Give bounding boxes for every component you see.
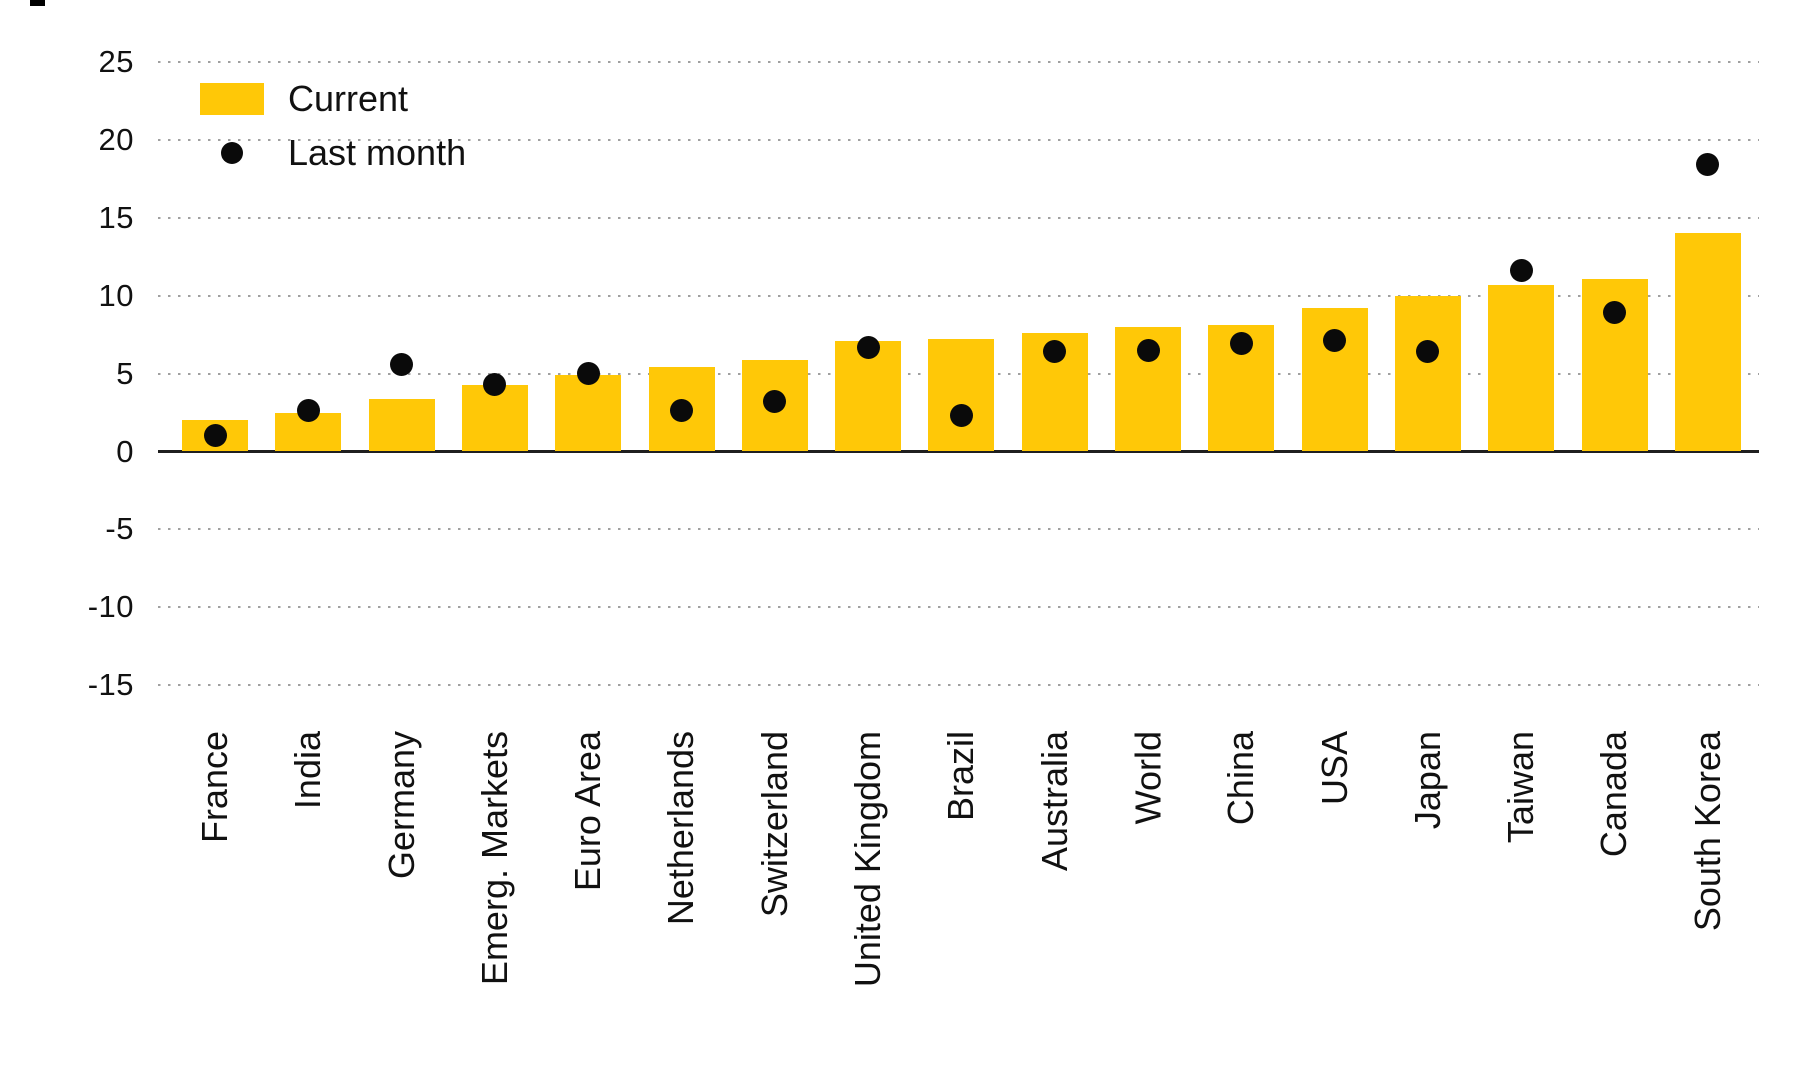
dot-last-month	[1696, 153, 1720, 177]
gridline-15	[158, 216, 1759, 219]
current-bar-swatch-icon	[200, 83, 264, 115]
x-axis-line	[158, 450, 1759, 453]
x-axis-label: Netherlands	[660, 731, 702, 926]
x-axis-label: France	[194, 731, 235, 844]
bar-current	[1394, 295, 1461, 452]
bar-current	[368, 398, 435, 452]
last-month-dot-icon	[221, 142, 243, 164]
dot-last-month	[483, 373, 507, 396]
x-axis-label: Taiwan	[1500, 731, 1542, 844]
x-axis-label: USA	[1313, 731, 1355, 806]
x-axis-label: Brazil	[940, 731, 982, 822]
gridline-10	[158, 294, 1759, 297]
x-axis-label: Switzerland	[753, 731, 795, 918]
x-axis-label: Germany	[380, 731, 422, 880]
dot-last-month	[203, 424, 227, 448]
gridline--5	[158, 528, 1759, 531]
dot-last-month	[296, 399, 320, 423]
gridline--10	[158, 606, 1759, 609]
dot-last-month	[949, 404, 973, 428]
x-axis-label: Australia	[1033, 731, 1075, 872]
dot-last-month	[1043, 340, 1067, 364]
dot-last-month	[856, 335, 880, 359]
gridline-20	[158, 138, 1759, 141]
x-axis-label: United Kingdom	[847, 731, 889, 988]
bar-current	[835, 340, 902, 452]
y-axis-tick-label: 5	[116, 355, 134, 391]
bar-current	[928, 339, 995, 452]
bar-current	[1488, 284, 1555, 452]
dot-last-month	[1323, 329, 1347, 353]
y-axis-tick-label: 10	[98, 277, 134, 313]
top-edge-artifact	[30, 0, 45, 6]
legend-label-last-month: Last month	[288, 132, 467, 173]
x-axis-label: South Korea	[1686, 731, 1728, 932]
dot-last-month	[576, 362, 600, 386]
gridline--15	[158, 684, 1759, 687]
bar-current	[1674, 233, 1741, 452]
y-axis-tick-label: 20	[98, 121, 134, 157]
x-axis-label: Emerg. Markets	[473, 731, 515, 986]
legend-item-current: Current	[200, 78, 466, 119]
dot-last-month	[1603, 301, 1626, 325]
dot-last-month	[1229, 332, 1253, 356]
legend-label-current: Current	[288, 78, 409, 119]
y-axis-tick-label: -5	[105, 511, 134, 547]
dot-last-month	[1509, 259, 1533, 283]
dot-last-month	[763, 390, 787, 414]
y-axis-tick-label: 15	[98, 199, 134, 235]
y-axis-tick-label: -15	[87, 667, 134, 703]
x-axis-label: China	[1220, 731, 1262, 826]
legend: Current Last month	[200, 78, 467, 188]
legend-item-last-month: Last month	[200, 132, 467, 173]
dot-last-month	[670, 399, 693, 423]
y-axis-tick-label: 25	[98, 44, 134, 79]
x-axis-label: Canada	[1593, 731, 1635, 858]
y-axis-tick-label: 0	[116, 433, 134, 469]
legend-key-current	[200, 83, 264, 115]
bar-current	[555, 375, 622, 452]
legend-key-last-month	[200, 142, 264, 164]
y-axis-tick-label: -10	[87, 589, 134, 625]
dot-last-month	[390, 352, 414, 376]
x-axis-label: India	[287, 731, 329, 810]
x-axis-label: Japan	[1406, 731, 1448, 830]
dot-last-month	[1416, 340, 1440, 364]
x-axis-label: World	[1127, 731, 1168, 825]
dot-last-month	[1136, 338, 1160, 362]
gridline-25	[158, 61, 1759, 63]
x-axis-label: Euro Area	[567, 731, 609, 892]
